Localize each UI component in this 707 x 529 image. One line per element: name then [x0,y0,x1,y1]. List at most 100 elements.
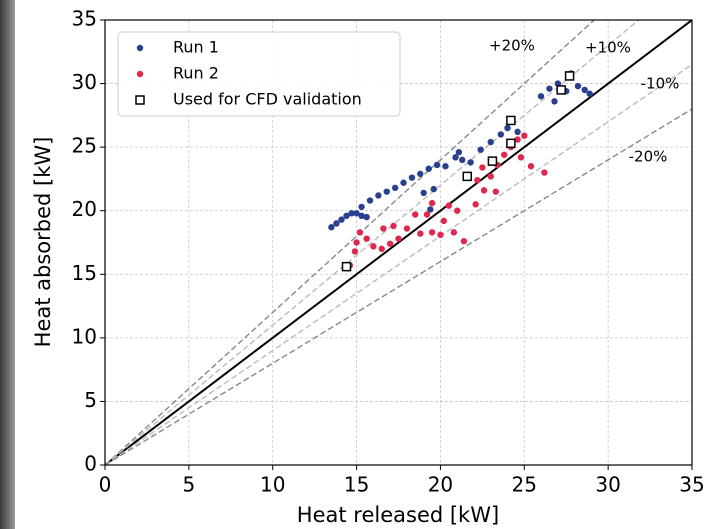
data-point [541,169,548,176]
data-point [497,131,505,138]
data-point [445,202,453,209]
legend-label: Run 2 [173,64,219,83]
data-point [390,222,397,230]
data-point [459,156,466,164]
data-point [395,235,402,242]
data-point [477,146,484,153]
ticks: 0 5 10 15 20 25 30 35 0 5 10 15 20 25 30 35 [72,7,705,497]
y-tick-label: 10 [72,324,97,348]
reference-label: +10% [585,39,631,57]
data-point [586,90,593,97]
data-point [472,201,479,208]
reference-label: -20% [629,148,668,166]
data-point [423,211,431,218]
data-point [425,165,432,172]
data-point [338,216,345,223]
reference-line [105,20,596,465]
data-point [455,149,463,156]
x-tick-label: 5 [182,473,195,497]
data-point [380,225,387,232]
data-point [537,93,545,100]
data-point [366,197,374,204]
cfd-marker [564,71,575,81]
legend-box [117,31,401,117]
y-tick-label: 20 [72,197,97,221]
cfd-marker [341,261,352,272]
y-tick-label: 25 [72,134,97,158]
data-point [417,170,424,178]
cfd-marker [556,85,566,95]
data-point [514,136,521,143]
data-point [351,248,359,255]
data-point [504,124,511,132]
data-point [442,163,449,170]
data-point [581,86,588,94]
legend-marker [136,44,144,52]
y-axis-label: Heat absorbed [kW] [31,137,55,348]
x-axis-label: Heat released [kW] [297,503,499,527]
reference-line [105,20,640,465]
x-tick-label: 25 [512,473,537,497]
data-point [521,132,528,139]
data-point [430,185,437,193]
data-point [467,159,474,166]
data-point [428,229,436,236]
x-tick-label: 20 [428,473,453,497]
data-point [546,85,553,92]
data-point [454,207,461,214]
y-tick-label: 35 [72,7,97,31]
data-point [433,161,441,169]
reference-lines [105,20,692,465]
data-point [527,163,535,170]
data-point [474,177,481,184]
identity-line [105,20,692,465]
data-point [403,225,411,232]
data-point [412,211,419,218]
data-point [353,239,360,246]
reference-label: +20% [489,37,535,55]
data-point [353,210,360,217]
data-point [554,80,562,87]
y-tick-label: 30 [72,70,97,94]
data-point [452,154,459,161]
legend-marker [135,95,145,105]
x-tick-label: 15 [344,473,369,497]
data-point [450,229,458,236]
x-tick-label: 30 [595,473,620,497]
data-point [333,220,340,227]
data-point [375,192,382,199]
legend-label: Run 1 [173,38,219,57]
data-point [479,164,486,171]
data-point [363,235,370,242]
data-point [480,187,488,194]
data-point [574,82,582,90]
legend-marker [136,70,144,78]
data-point [348,210,355,217]
data-point [358,203,365,211]
cfd-marker [487,156,498,166]
data-point [440,217,447,225]
reference-line [105,108,692,465]
plot-frame [104,19,693,466]
data-point [358,212,365,219]
data-point [551,98,558,105]
data-point [363,213,370,221]
data-point [417,230,424,237]
data-point [408,174,416,181]
data-point [383,188,390,195]
y-tick-label: 15 [72,261,97,285]
cfd-marker [506,138,516,149]
data-point [487,138,494,146]
data-point [514,128,521,136]
data-point [437,231,444,239]
data-point [428,199,436,207]
data-point [427,206,434,213]
y-tick-label: 5 [84,388,97,412]
data-point [378,245,385,253]
data-point [356,229,364,236]
data-point [487,173,494,180]
x-tick-label: 10 [260,473,285,497]
reference-label: -10% [641,75,680,93]
data-point [500,151,508,158]
